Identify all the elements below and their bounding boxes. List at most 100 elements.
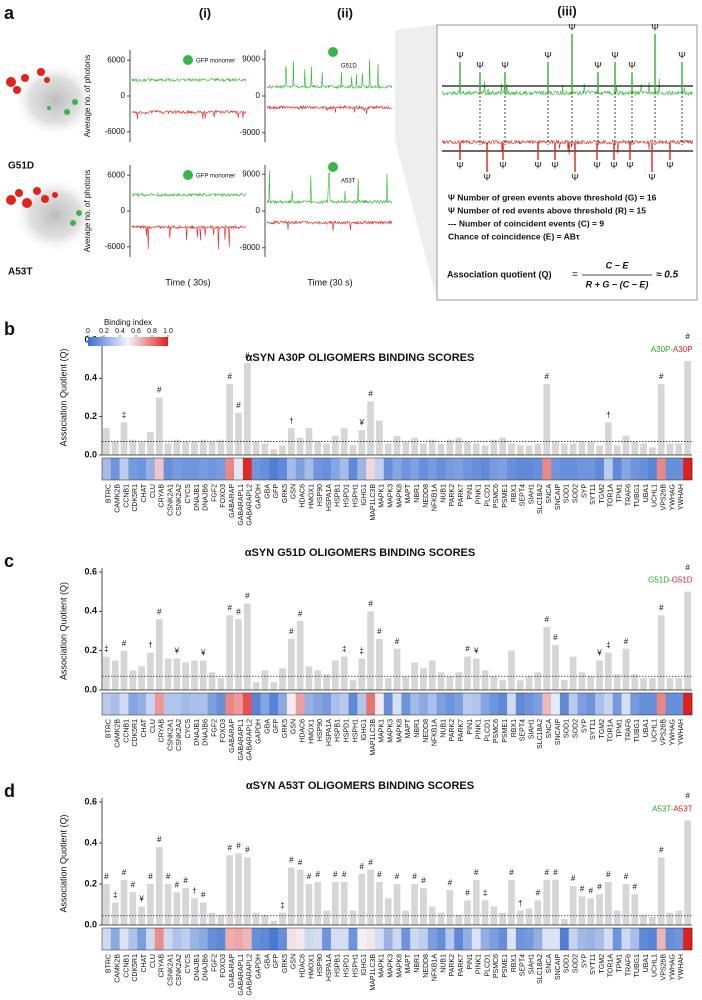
heatmap-cell (102, 458, 112, 480)
heatmap-cell (216, 928, 226, 950)
significance-marker: # (685, 332, 690, 341)
heatmap-cell (269, 928, 279, 950)
x-tick-label: YWHAG (669, 954, 676, 980)
x-tick-label: GAPDH (255, 954, 262, 979)
x-tick-label: SYT11 (590, 954, 597, 975)
bar (155, 397, 163, 455)
chart-title: αSYN G51D OLIGOMERS BINDING SCORES (245, 547, 475, 559)
heatmap-cell (568, 928, 578, 950)
heatmap-cell (330, 458, 341, 480)
significance-marker: ‡ (483, 889, 487, 898)
heatmap-cell (445, 928, 455, 950)
heatmap-cell (198, 693, 208, 715)
x-tick-label: HSPA1A (326, 484, 333, 511)
bar (208, 672, 216, 690)
y-tick-label: 9000 (242, 169, 260, 178)
bar (552, 644, 559, 690)
self-binding-label: G51D-G51D (648, 576, 693, 585)
heatmap-cell (454, 693, 464, 715)
heatmap-cell (612, 693, 622, 715)
heatmap-cell (313, 458, 323, 480)
bar (261, 670, 269, 690)
heatmap-cell (533, 458, 543, 480)
heatmap-cell (260, 458, 270, 480)
red-fluorophore (13, 86, 21, 94)
significance-marker: # (448, 878, 453, 887)
significance-marker: # (544, 615, 549, 624)
heatmap-cell (357, 458, 367, 480)
heatmap-cell (639, 693, 649, 715)
self-binding-label: A53T-A53T (652, 805, 693, 814)
heatmap-cell (234, 693, 244, 715)
x-tick-label: MAPK1 (379, 484, 386, 508)
x-tick-label: TUBG1 (634, 954, 641, 977)
x-tick-label: MAP1LC3B (370, 484, 377, 521)
equation-denominator: R + G − (C − E) (586, 279, 649, 289)
significance-marker: # (360, 862, 365, 871)
significance-marker: ¥ (200, 649, 206, 658)
equation-lhs: Association quotient (Q) (447, 269, 552, 279)
significance-marker: # (236, 401, 241, 410)
heatmap-cell (639, 928, 649, 950)
heatmap-cell (621, 928, 631, 950)
heatmap-cell (401, 458, 411, 480)
y-axis-label: Association Quotient (Q) (58, 348, 68, 446)
significance-marker: ‡ (280, 901, 284, 910)
x-tick-label: NFKB1A (432, 954, 439, 982)
heatmap-cell (401, 693, 411, 715)
heatmap-cell (489, 928, 499, 950)
x-tick-label: CHAT (141, 953, 148, 972)
x-tick-label: MAPT (405, 483, 412, 503)
heatmap-cell (242, 458, 253, 480)
heatmap-cell (577, 458, 587, 480)
heatmap-cell (427, 458, 437, 480)
significance-marker: # (316, 870, 321, 879)
heatmap-cell (339, 693, 349, 715)
x-tick-label: PLCD1 (484, 484, 491, 507)
bar (191, 660, 198, 690)
x-tick-label: MAPT (405, 953, 412, 973)
x-tick-label: SYP (581, 484, 588, 498)
bar (402, 441, 410, 455)
colorbar (88, 337, 168, 346)
heatmap-cell (137, 693, 147, 715)
significance-marker: # (685, 792, 690, 801)
chart-title: αSYN A30P OLIGOMERS BINDING SCORES (246, 352, 475, 364)
bar (103, 656, 110, 690)
bar (534, 443, 542, 455)
bar (314, 881, 322, 925)
bar (323, 443, 330, 455)
bar (243, 603, 251, 690)
heatmap-cell (595, 458, 605, 480)
significance-marker: # (227, 603, 232, 612)
x-tick-label: CLU (150, 954, 157, 968)
heatmap-cell (639, 458, 649, 480)
bar (552, 441, 559, 455)
x-tick-label: TGM2 (599, 484, 606, 504)
heatmap-cell (392, 693, 402, 715)
heatmap-cell (374, 458, 385, 480)
bar (314, 670, 322, 690)
heatmap-cell (374, 693, 385, 715)
bar (587, 441, 595, 455)
x-tick-label: BTRC (106, 719, 113, 738)
bar (516, 680, 524, 690)
bar (604, 652, 612, 690)
heatmap-cell (339, 458, 349, 480)
bar (235, 619, 242, 690)
bar (164, 658, 172, 690)
x-tick-label: MAPK3 (388, 484, 395, 508)
significance-marker: # (236, 607, 241, 616)
significance-marker: # (536, 889, 541, 898)
heatmap-cell (102, 928, 112, 950)
event-symbol: Ψ (594, 60, 602, 70)
y-tick-label: -9000 (240, 243, 261, 252)
heatmap-cell (198, 928, 208, 950)
heatmap-cell (295, 928, 305, 950)
bar (393, 648, 401, 690)
bar (490, 676, 498, 690)
bar (252, 682, 260, 690)
significance-marker: # (227, 372, 232, 381)
x-tick-label: CYCS (185, 954, 192, 974)
inset-icon (328, 47, 338, 57)
